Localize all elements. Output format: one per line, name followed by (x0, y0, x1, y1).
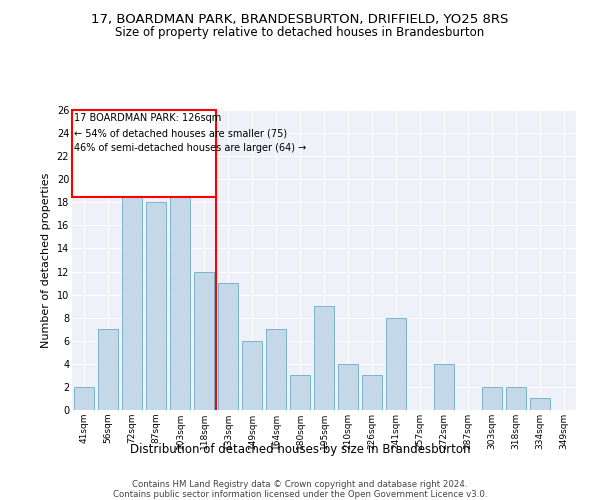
Bar (482, 387, 502, 410)
Text: 17, BOARDMAN PARK, BRANDESBURTON, DRIFFIELD, YO25 8RS: 17, BOARDMAN PARK, BRANDESBURTON, DRIFFI… (91, 12, 509, 26)
Bar (266, 329, 286, 410)
Bar (386, 318, 406, 410)
Bar (74, 387, 94, 410)
Y-axis label: Number of detached properties: Number of detached properties (41, 172, 51, 348)
Text: 17 BOARDMAN PARK: 126sqm
← 54% of detached houses are smaller (75)
46% of semi-d: 17 BOARDMAN PARK: 126sqm ← 54% of detach… (74, 114, 307, 153)
Text: Contains HM Land Registry data © Crown copyright and database right 2024.
Contai: Contains HM Land Registry data © Crown c… (113, 480, 487, 500)
Bar (530, 398, 550, 410)
Bar (194, 272, 214, 410)
Bar (242, 341, 262, 410)
Bar (122, 156, 142, 410)
Bar (338, 364, 358, 410)
Bar (506, 387, 526, 410)
Bar (218, 283, 238, 410)
Bar (146, 202, 166, 410)
Text: Distribution of detached houses by size in Brandesburton: Distribution of detached houses by size … (130, 442, 470, 456)
Bar (362, 376, 382, 410)
FancyBboxPatch shape (72, 110, 216, 196)
Bar (98, 329, 118, 410)
Bar (434, 364, 454, 410)
Bar (290, 376, 310, 410)
Bar (170, 191, 190, 410)
Text: Size of property relative to detached houses in Brandesburton: Size of property relative to detached ho… (115, 26, 485, 39)
Bar (314, 306, 334, 410)
